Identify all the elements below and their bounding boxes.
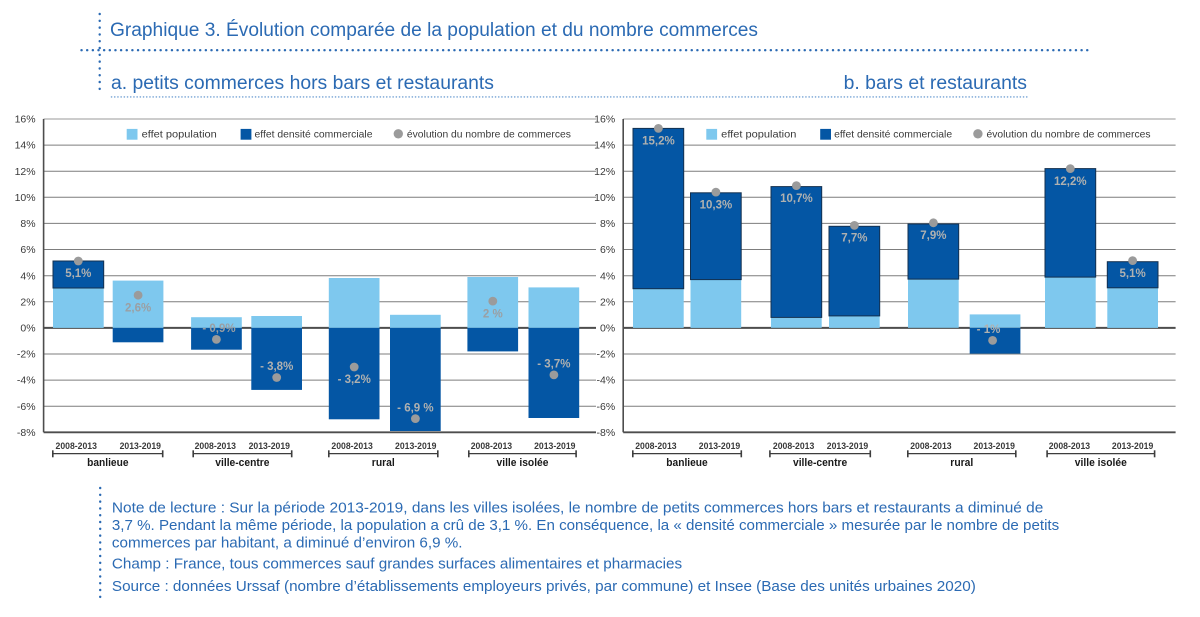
svg-text:10,7%: 10,7%	[780, 193, 813, 205]
svg-text:Graphique 3. Évolution comparé: Graphique 3. Évolution comparée de la po…	[110, 20, 758, 41]
svg-text:2013-2019: 2013-2019	[974, 441, 1015, 451]
svg-text:2008-2013: 2008-2013	[1049, 441, 1090, 451]
svg-text:-2%: -2%	[597, 349, 616, 361]
svg-text:6%: 6%	[600, 244, 615, 256]
svg-text:-8%: -8%	[597, 427, 616, 439]
svg-text:3,7 %. Pendant la même période: 3,7 %. Pendant la même période, la popul…	[112, 517, 1060, 534]
svg-text:évolution du nombre de commerc: évolution du nombre de commerces	[987, 129, 1151, 141]
svg-text:- 3,7%: - 3,7%	[537, 359, 570, 371]
svg-text:10%: 10%	[594, 192, 615, 204]
svg-text:12%: 12%	[594, 166, 615, 178]
svg-text:2008-2013: 2008-2013	[195, 441, 236, 451]
svg-text:Champ : France, tous commerces: Champ : France, tous commerces sauf gran…	[112, 556, 683, 573]
svg-text:14%: 14%	[594, 140, 615, 152]
svg-text:-4%: -4%	[17, 375, 36, 387]
svg-text:commerces par habitant, a dimi: commerces par habitant, a diminué d’envi…	[112, 534, 463, 551]
svg-text:évolution du nombre de commerc: évolution du nombre de commerces	[407, 129, 571, 141]
svg-text:banlieue: banlieue	[666, 457, 707, 469]
svg-text:- 6,9 %: - 6,9 %	[397, 402, 433, 414]
svg-text:4%: 4%	[600, 270, 615, 282]
svg-text:2013-2019: 2013-2019	[120, 441, 161, 451]
svg-text:14%: 14%	[15, 140, 36, 152]
svg-text:8%: 8%	[20, 218, 35, 230]
svg-text:-8%: -8%	[17, 427, 36, 439]
svg-text:b. bars et restaurants: b. bars et restaurants	[844, 73, 1027, 94]
svg-text:5,1%: 5,1%	[65, 268, 91, 280]
svg-text:2,6%: 2,6%	[125, 302, 151, 314]
svg-text:5,1%: 5,1%	[1119, 268, 1145, 280]
svg-text:7,7%: 7,7%	[841, 233, 867, 245]
svg-text:2008-2013: 2008-2013	[635, 441, 676, 451]
svg-text:10,3%: 10,3%	[700, 199, 733, 211]
svg-text:a. petits commerces hors bars: a. petits commerces hors bars et restaur…	[111, 73, 494, 94]
svg-text:- 0,9%: - 0,9%	[202, 323, 235, 335]
svg-text:effet densité commerciale: effet densité commerciale	[834, 129, 952, 141]
svg-text:2013-2019: 2013-2019	[534, 441, 575, 451]
svg-text:0%: 0%	[20, 323, 35, 335]
svg-text:rural: rural	[372, 457, 395, 469]
svg-text:12,2%: 12,2%	[1054, 176, 1087, 188]
svg-text:7,9%: 7,9%	[920, 230, 946, 242]
svg-text:2013-2019: 2013-2019	[827, 441, 868, 451]
svg-text:8%: 8%	[600, 218, 615, 230]
svg-text:rural: rural	[950, 457, 973, 469]
svg-text:ville isolée: ville isolée	[497, 457, 549, 469]
svg-text:10%: 10%	[15, 192, 36, 204]
svg-text:2013-2019: 2013-2019	[395, 441, 436, 451]
svg-text:0%: 0%	[600, 323, 615, 335]
svg-text:15,2%: 15,2%	[642, 136, 675, 148]
svg-text:2008-2013: 2008-2013	[331, 441, 372, 451]
svg-text:2008-2013: 2008-2013	[56, 441, 97, 451]
svg-text:-6%: -6%	[597, 401, 616, 413]
svg-text:16%: 16%	[15, 114, 36, 126]
svg-text:-2%: -2%	[17, 349, 36, 361]
svg-text:effet densité commerciale: effet densité commerciale	[255, 129, 373, 141]
svg-text:2 %: 2 %	[483, 308, 503, 320]
svg-text:4%: 4%	[20, 270, 35, 282]
svg-text:Source : données Urssaf (nombr: Source : données Urssaf (nombre d’établi…	[112, 578, 976, 595]
svg-text:-4%: -4%	[597, 375, 616, 387]
svg-text:banlieue: banlieue	[87, 457, 128, 469]
svg-text:2013-2019: 2013-2019	[699, 441, 740, 451]
svg-text:2008-2013: 2008-2013	[773, 441, 814, 451]
svg-text:Note de lecture : Sur la pério: Note de lecture : Sur la période 2013-20…	[112, 499, 1043, 516]
svg-text:- 3,8%: - 3,8%	[260, 361, 293, 373]
svg-text:- 3,2%: - 3,2%	[338, 374, 371, 386]
svg-text:2008-2013: 2008-2013	[910, 441, 951, 451]
svg-text:2%: 2%	[600, 296, 615, 308]
svg-text:16%: 16%	[594, 114, 615, 126]
svg-text:2013-2019: 2013-2019	[249, 441, 290, 451]
svg-text:ville-centre: ville-centre	[793, 457, 847, 469]
svg-text:-6%: -6%	[17, 401, 36, 413]
svg-text:ville-centre: ville-centre	[215, 457, 269, 469]
svg-text:effet population: effet population	[142, 129, 217, 141]
svg-text:12%: 12%	[15, 166, 36, 178]
svg-text:ville isolée: ville isolée	[1075, 457, 1127, 469]
svg-text:2008-2013: 2008-2013	[471, 441, 512, 451]
svg-text:2013-2019: 2013-2019	[1112, 441, 1153, 451]
svg-text:6%: 6%	[20, 244, 35, 256]
svg-text:effet population: effet population	[721, 129, 796, 141]
svg-text:2%: 2%	[20, 296, 35, 308]
svg-text:- 1%: - 1%	[977, 324, 1001, 336]
